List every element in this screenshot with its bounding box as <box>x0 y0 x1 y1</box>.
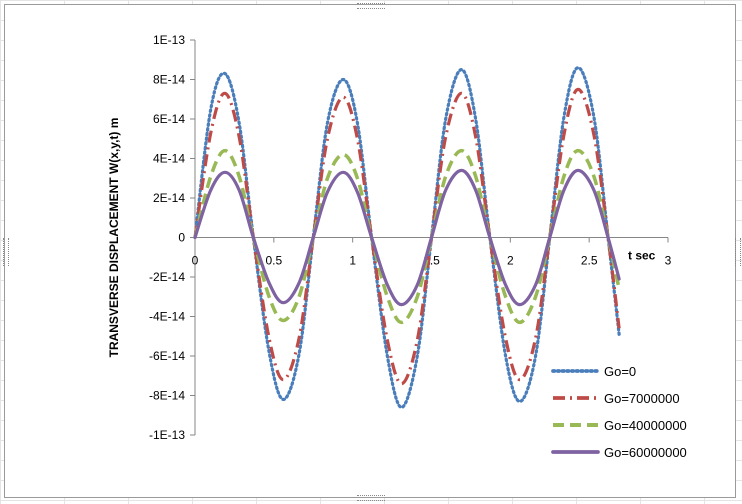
chart-area[interactable] <box>4 4 736 498</box>
y-tick-label: 1E-13 <box>153 33 185 47</box>
x-tick-label: 0.5 <box>265 254 282 268</box>
legend-label-2: Go=7000000 <box>604 391 680 406</box>
x-tick-label: 2.5 <box>581 254 598 268</box>
legend: Go=0 Go=7000000 Go=40000000 Go=60000000 <box>551 364 687 460</box>
x-tick-label: 0 <box>192 254 199 268</box>
series-line-4 <box>193 168 621 307</box>
resize-handle-bottom[interactable] <box>357 495 385 501</box>
resize-handle-right[interactable] <box>735 238 741 266</box>
y-tick-label: 4E-14 <box>153 152 185 166</box>
x-axis-title: t sec <box>628 249 656 263</box>
y-tick-label: -8E-14 <box>149 389 185 403</box>
y-tick-label: -4E-14 <box>149 310 185 324</box>
series-layer <box>193 66 621 409</box>
x-tick-label: 1 <box>349 254 356 268</box>
y-tick-label: 8E-14 <box>153 73 185 87</box>
y-tick-label: -2E-14 <box>149 270 185 284</box>
x-tick-label: 3 <box>665 254 672 268</box>
legend-label-1: Go=0 <box>604 364 636 379</box>
y-tick-label: 6E-14 <box>153 112 185 126</box>
legend-label-3: Go=40000000 <box>604 418 687 433</box>
y-tick-label: 2E-14 <box>153 191 185 205</box>
y-axis-title: TRANSVERSE DISPLACEMENT W(x,y,t) m <box>107 118 121 358</box>
resize-handle-top[interactable] <box>357 3 385 9</box>
y-tick-label: -1E-13 <box>149 428 185 442</box>
series-line-2 <box>193 87 621 386</box>
y-tick-label: -6E-14 <box>149 349 185 363</box>
x-tick-label: 2 <box>507 254 514 268</box>
resize-handle-left[interactable] <box>3 238 9 266</box>
y-tick-label: 0 <box>178 231 185 245</box>
legend-label-4: Go=60000000 <box>604 445 687 460</box>
